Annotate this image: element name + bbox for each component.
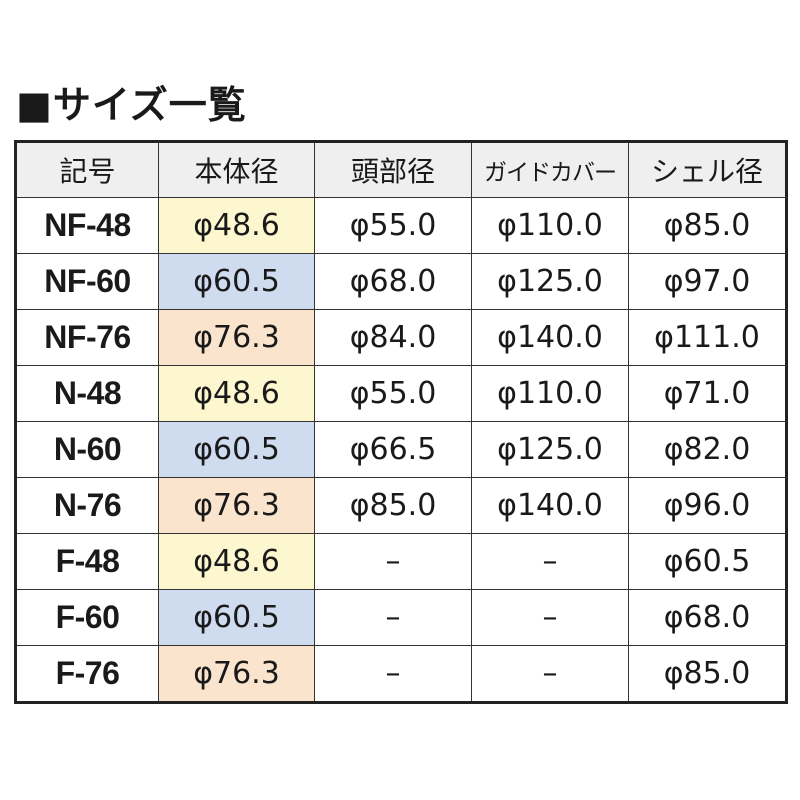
- table-cell: φ76.3: [158, 309, 315, 366]
- table-cell: φ97.0: [628, 253, 787, 310]
- table-row: N-60 φ60.5 φ66.5 φ125.0 φ82.0: [15, 421, 787, 478]
- table-cell: φ96.0: [628, 477, 787, 534]
- table-cell: φ60.5: [628, 533, 787, 590]
- row-label: F-76: [15, 645, 159, 703]
- table-body: NF-48 φ48.6 φ55.0 φ110.0 φ85.0 NF-60 φ60.5 φ68.…: [15, 197, 787, 703]
- table-row: F-76 φ76.3– – φ85.0: [15, 645, 787, 703]
- table-cell: φ68.0: [314, 253, 472, 310]
- table-cell: φ110.0: [471, 197, 629, 254]
- table-row: NF-60 φ60.5 φ68.0 φ125.0 φ97.0: [15, 253, 787, 310]
- table-cell: φ48.6: [158, 365, 315, 422]
- row-label: NF-76: [15, 309, 159, 366]
- table-cell: φ84.0: [314, 309, 472, 366]
- table-cell: φ85.0: [628, 197, 787, 254]
- table-cell: φ76.3: [158, 645, 315, 703]
- table-row: N-48 φ48.6 φ55.0 φ110.0 φ71.0: [15, 365, 787, 422]
- table-cell: φ111.0: [628, 309, 787, 366]
- row-label: N-76: [15, 477, 159, 534]
- table-cell: φ48.6: [158, 533, 315, 590]
- table-cell: –: [471, 645, 629, 703]
- table-cell: φ76.3: [158, 477, 315, 534]
- table-cell: –: [314, 645, 472, 703]
- table-cell: φ110.0: [471, 365, 629, 422]
- header-cell: シェル径: [628, 141, 787, 198]
- table-cell: φ68.0: [628, 589, 787, 646]
- table-cell: φ60.5: [158, 589, 315, 646]
- header-cell: 頭部径: [314, 141, 472, 198]
- table-cell: φ60.5: [158, 253, 315, 310]
- table-cell: φ55.0: [314, 365, 472, 422]
- table-cell: φ140.0: [471, 309, 629, 366]
- table-header: 記号 本体径 頭部径 ガイドカバー シェル径: [15, 141, 787, 198]
- table-cell: φ140.0: [471, 477, 629, 534]
- table-row: N-76 φ76.3 φ85.0 φ140.0 φ96.0: [15, 477, 787, 534]
- title: ■サイズ一覧: [16, 83, 247, 127]
- table-cell: φ85.0: [314, 477, 472, 534]
- table-cell: φ125.0: [471, 253, 629, 310]
- table-row: F-48 φ48.6– – φ60.5: [15, 533, 787, 590]
- table-cell: –: [314, 589, 472, 646]
- table-cell: φ66.5: [314, 421, 472, 478]
- row-label: F-60: [15, 589, 159, 646]
- table-cell: φ82.0: [628, 421, 787, 478]
- table-cell: –: [471, 533, 629, 590]
- table-cell: –: [471, 589, 629, 646]
- row-label: F-48: [15, 533, 159, 590]
- header-cell: 記号: [15, 141, 159, 198]
- table-cell: φ55.0: [314, 197, 472, 254]
- table-cell: –: [314, 533, 472, 590]
- header-row: 記号 本体径 頭部径 ガイドカバー シェル径: [15, 141, 787, 198]
- table-row: F-60 φ60.5– – φ68.0: [15, 589, 787, 646]
- row-label: NF-48: [15, 197, 159, 254]
- table-cell: φ85.0: [628, 645, 787, 703]
- row-label: NF-60: [15, 253, 159, 310]
- header-cell: 本体径: [158, 141, 315, 198]
- row-label: N-48: [15, 365, 159, 422]
- table-cell: φ48.6: [158, 197, 315, 254]
- row-label: N-60: [15, 421, 159, 478]
- size-table: 記号 本体径 頭部径 ガイドカバー シェル径 NF-48 φ48.6 φ55.0 φ110.0…: [14, 140, 788, 704]
- table-cell: φ125.0: [471, 421, 629, 478]
- table-cell: φ60.5: [158, 421, 315, 478]
- table-cell: φ71.0: [628, 365, 787, 422]
- table-row: NF-76 φ76.3 φ84.0 φ140.0 φ111.0: [15, 309, 787, 366]
- header-cell: ガイドカバー: [471, 141, 629, 198]
- table-row: NF-48 φ48.6 φ55.0 φ110.0 φ85.0: [15, 197, 787, 254]
